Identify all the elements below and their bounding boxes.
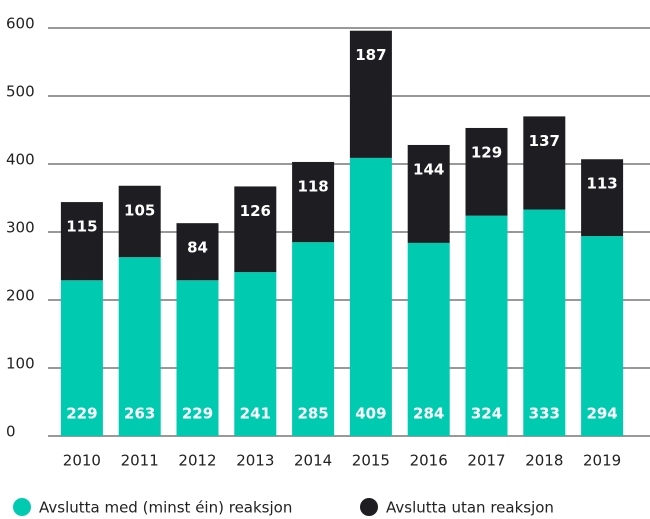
bar-segment [234,186,277,273]
bar-segment [523,116,566,210]
bar-segment [60,202,103,281]
y-tick-label: 300 [6,219,35,237]
bar-segment [292,161,335,243]
x-tick-label: 2010 [63,452,101,470]
value-label: 229 [66,405,97,423]
value-label: 113 [586,175,617,193]
value-label: 118 [297,177,328,195]
y-tick-label: 500 [6,83,35,101]
value-label: 285 [297,405,328,423]
y-tick-label: 0 [6,423,16,441]
value-label: 333 [529,405,560,423]
x-tick-label: 2018 [525,452,563,470]
bar-segment [349,30,392,158]
value-label: 263 [124,405,155,423]
bar-segment [465,215,508,436]
bar-segment [60,280,103,436]
value-label: 84 [187,239,208,257]
legend-swatch [13,498,31,516]
x-tick-label: 2019 [583,452,621,470]
y-tick-label: 600 [6,15,35,33]
value-label: 229 [182,405,213,423]
value-label: 144 [413,160,444,178]
bar-segment [118,185,161,258]
bar-segment [407,242,450,436]
value-label: 105 [124,201,155,219]
bar-segment [176,280,219,436]
x-tick-label: 2016 [410,452,448,470]
value-label: 284 [413,405,444,423]
bar-segment [581,159,624,237]
x-tick-label: 2017 [467,452,505,470]
value-label: 187 [355,46,386,64]
y-tick-label: 100 [6,355,35,373]
bar-segment [523,209,566,436]
value-label: 137 [529,132,560,150]
x-tick-label: 2015 [352,452,390,470]
y-tick-label: 400 [6,151,35,169]
bar-segment [176,223,219,281]
value-label: 241 [240,405,271,423]
bar-segment [407,144,450,243]
bar-segment [118,257,161,436]
x-tick-label: 2011 [121,452,159,470]
value-label: 324 [471,405,502,423]
bar-segment [465,127,508,216]
value-label: 409 [355,405,386,423]
value-label: 129 [471,143,502,161]
x-tick-label: 2014 [294,452,332,470]
y-tick-label: 200 [6,287,35,305]
bar-segment [234,272,277,436]
legend-label: Avslutta med (minst éin) reaksjon [39,499,292,517]
bar-segment [581,236,624,436]
x-tick-label: 2013 [236,452,274,470]
bar-segment [292,242,335,436]
value-label: 294 [586,405,617,423]
value-label: 115 [66,218,97,236]
bar-segment [349,157,392,436]
value-label: 126 [240,202,271,220]
x-tick-label: 2012 [178,452,216,470]
legend-swatch [360,498,378,516]
legend-label: Avslutta utan reaksjon [386,499,554,517]
